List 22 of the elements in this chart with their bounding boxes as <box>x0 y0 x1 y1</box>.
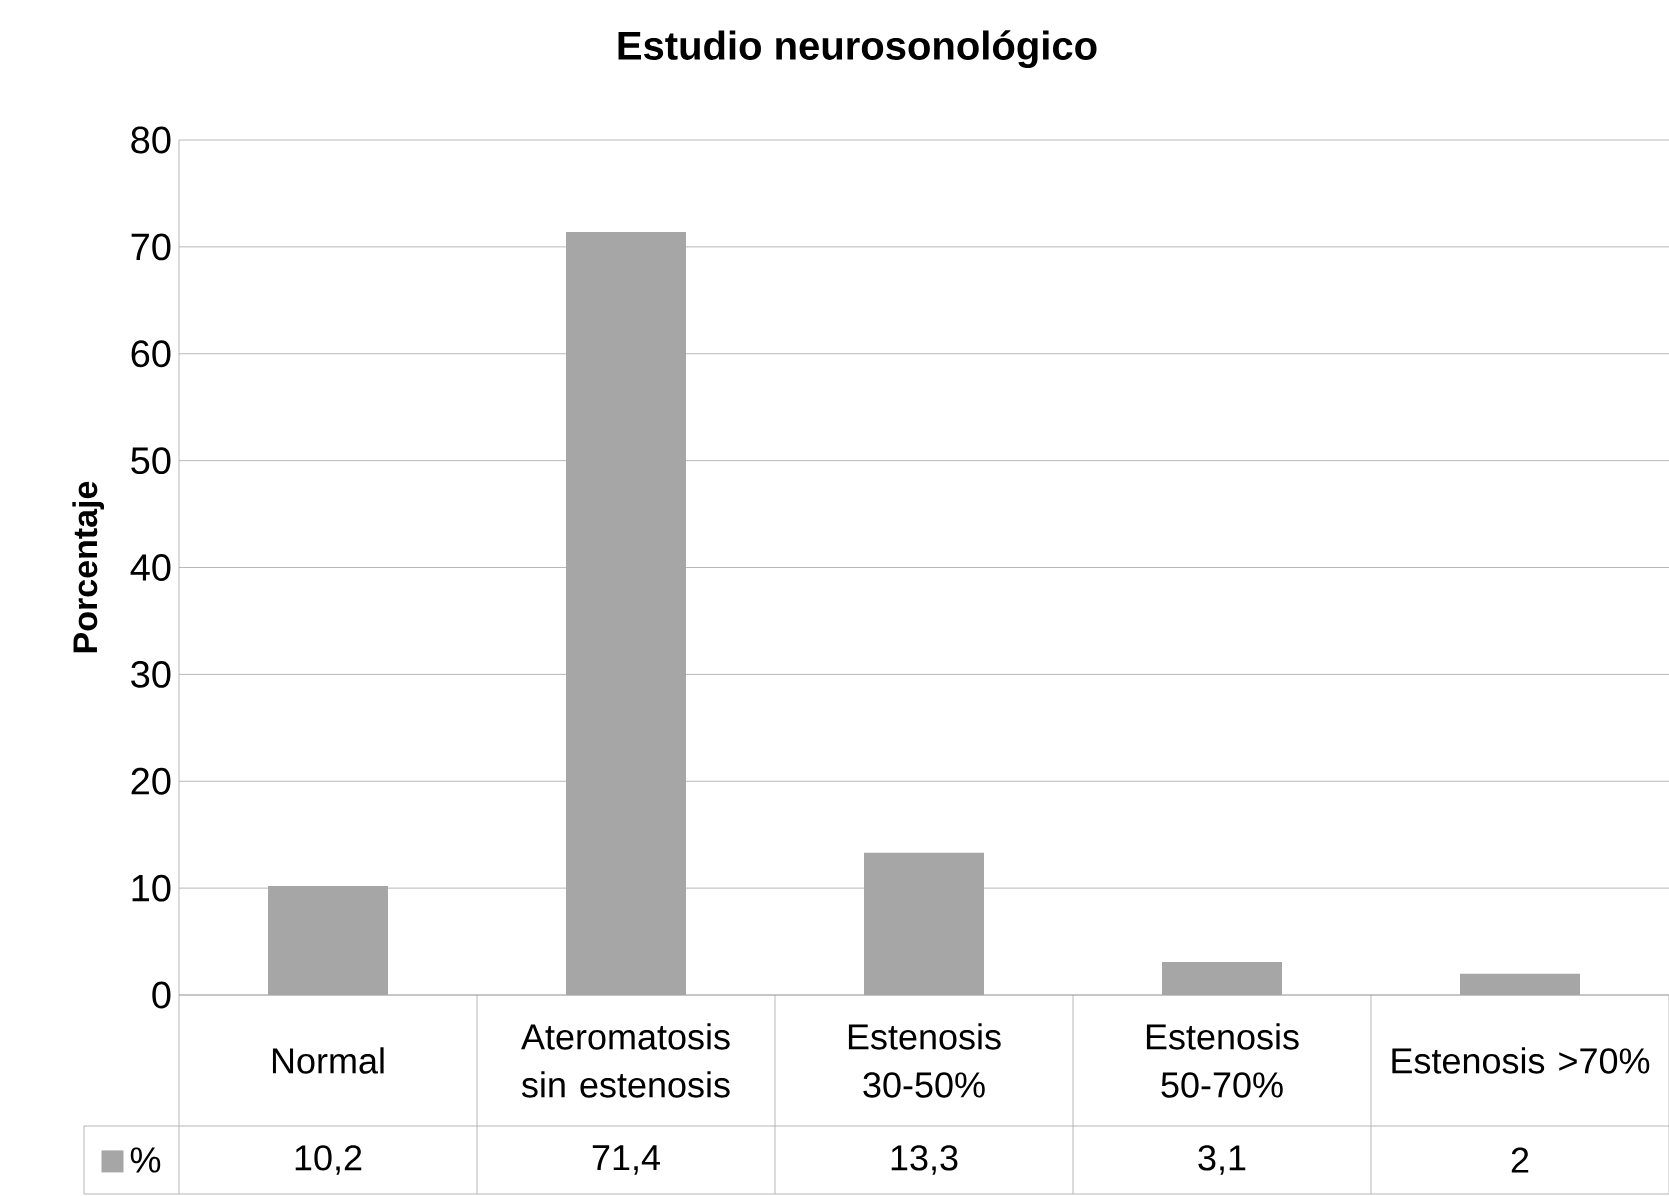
y-tick-label: 80 <box>131 126 171 154</box>
y-tick-label: 30 <box>131 660 171 688</box>
data-label: 10,2 <box>295 1145 362 1175</box>
data-label: 13,3 <box>891 1145 958 1175</box>
chart-title: Estudio neurosonológico <box>618 30 1097 68</box>
x-tick-label: Estenosis 50-70% <box>1146 1023 1299 1098</box>
y-tick-label: 0 <box>152 981 171 1009</box>
y-tick-label: 70 <box>131 233 171 261</box>
x-tick-label: Estenosis >70% <box>1392 1047 1650 1074</box>
legend-label: % <box>130 1147 161 1173</box>
x-tick-label: Ateromatosis sin estenosis <box>521 1023 730 1098</box>
y-tick-label: 60 <box>131 340 171 368</box>
data-label: 2 <box>1511 1147 1529 1173</box>
y-tick-label: 10 <box>132 874 171 902</box>
data-label: 71,4 <box>592 1145 660 1175</box>
y-tick-label: 50 <box>131 447 171 475</box>
x-tick-label: Estenosis 30-50% <box>848 1023 1001 1098</box>
y-tick-label: 40 <box>130 554 171 581</box>
x-tick-label: Normal <box>272 1047 384 1074</box>
y-axis-title: Porcentaje <box>72 481 105 653</box>
y-tick-label: 20 <box>131 767 171 795</box>
data-label: 3,1 <box>1198 1145 1246 1175</box>
